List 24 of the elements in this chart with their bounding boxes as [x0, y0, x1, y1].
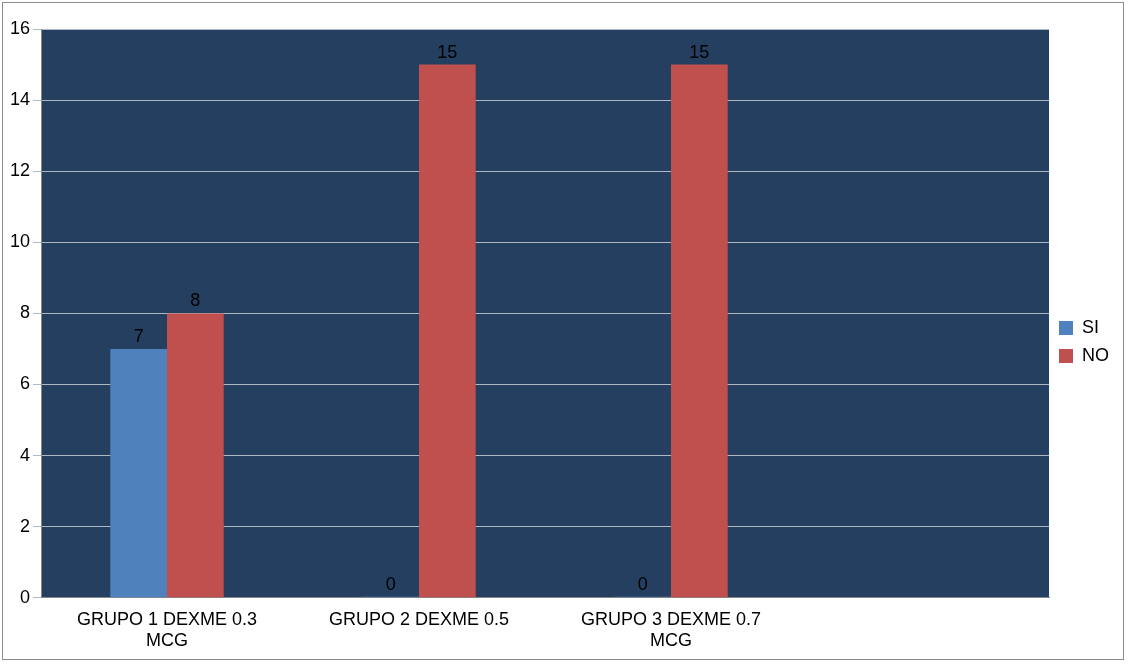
- x-tick-label: GRUPO 3 DEXME 0.7 MCG: [580, 608, 762, 651]
- data-label: 0: [385, 573, 396, 594]
- data-label: 7: [133, 325, 144, 346]
- y-tick-label: 16: [9, 17, 31, 38]
- bar: [167, 313, 224, 598]
- y-tick-label: 6: [20, 373, 31, 394]
- x-tick-label: GRUPO 2 DEXME 0.5: [328, 608, 510, 629]
- x-tick-label: GRUPO 1 DEXME 0.3 MCG: [76, 608, 258, 651]
- legend-label: SI: [1082, 316, 1100, 337]
- data-label: 15: [437, 41, 458, 62]
- bar: [110, 348, 168, 598]
- y-tick-label: 12: [9, 160, 31, 181]
- bar: [671, 64, 728, 598]
- y-tick-label: 0: [20, 586, 31, 607]
- y-tick-label: 14: [9, 89, 31, 110]
- data-label: 0: [637, 573, 648, 594]
- y-tick-label: 2: [20, 515, 31, 536]
- bar: [419, 64, 476, 598]
- y-tick-label: 8: [20, 302, 31, 323]
- data-label: 8: [190, 290, 201, 311]
- legend-label: NO: [1082, 344, 1109, 365]
- data-label: 15: [689, 41, 710, 62]
- y-tick-label: 4: [20, 444, 31, 465]
- y-tick-label: 10: [9, 231, 31, 252]
